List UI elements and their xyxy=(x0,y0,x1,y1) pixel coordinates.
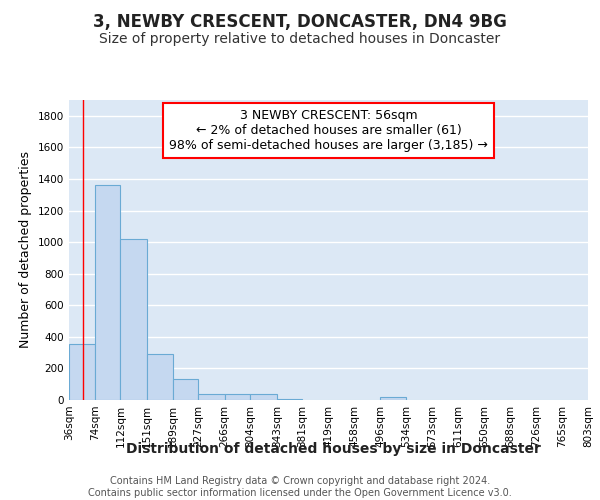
Bar xyxy=(224,394,250,400)
Bar xyxy=(198,394,224,400)
Bar xyxy=(380,397,406,400)
Text: Contains HM Land Registry data © Crown copyright and database right 2024.
Contai: Contains HM Land Registry data © Crown c… xyxy=(88,476,512,498)
Bar xyxy=(69,344,95,400)
Text: 3, NEWBY CRESCENT, DONCASTER, DN4 9BG: 3, NEWBY CRESCENT, DONCASTER, DN4 9BG xyxy=(93,12,507,30)
Text: Size of property relative to detached houses in Doncaster: Size of property relative to detached ho… xyxy=(100,32,500,46)
Bar xyxy=(277,399,302,400)
Y-axis label: Number of detached properties: Number of detached properties xyxy=(19,152,32,348)
Text: 3 NEWBY CRESCENT: 56sqm
← 2% of detached houses are smaller (61)
98% of semi-det: 3 NEWBY CRESCENT: 56sqm ← 2% of detached… xyxy=(169,109,488,152)
Bar xyxy=(147,354,173,400)
Bar xyxy=(95,186,121,400)
Text: Distribution of detached houses by size in Doncaster: Distribution of detached houses by size … xyxy=(125,442,541,456)
Bar xyxy=(250,394,277,400)
Bar xyxy=(173,380,198,400)
Bar xyxy=(121,239,147,400)
